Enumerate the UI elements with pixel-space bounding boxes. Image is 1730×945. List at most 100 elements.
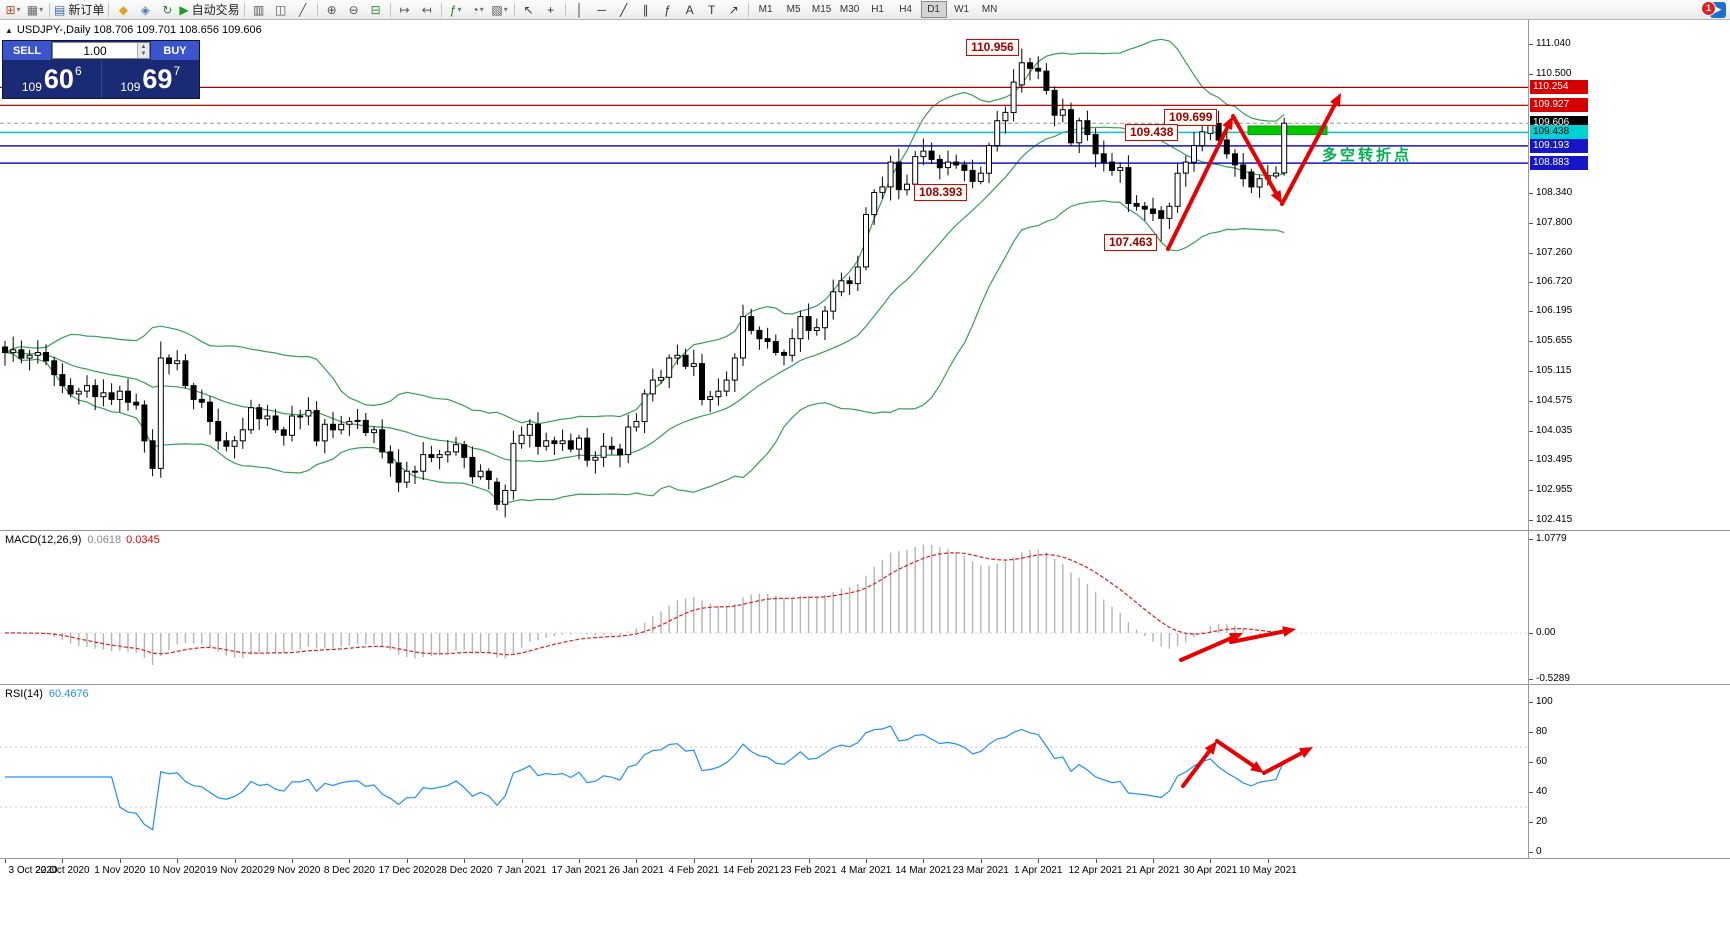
- vertical-line-button[interactable]: │: [570, 2, 590, 18]
- auto-scroll-icon: ↦: [399, 2, 410, 17]
- horizontal-lines[interactable]: [0, 86, 1528, 164]
- new-chart-button[interactable]: ⊞ ▾: [3, 2, 23, 18]
- trend-arrow[interactable]: [1262, 747, 1313, 775]
- price-annotation-box[interactable]: 110.956: [966, 39, 1019, 56]
- price-tag-110.254: 110.254: [1530, 80, 1588, 95]
- date-tick-mark: [808, 859, 810, 863]
- panel-separator-rsi[interactable]: [0, 684, 1730, 685]
- dropdown-arrow-icon[interactable]: ▾: [457, 4, 462, 14]
- label-button[interactable]: T: [702, 2, 722, 18]
- trend-arrow[interactable]: [1181, 741, 1217, 788]
- macd-panel-canvas[interactable]: [0, 530, 1528, 684]
- panel-separator-macd[interactable]: [0, 530, 1730, 531]
- notification-badge[interactable]: 1: [1701, 0, 1716, 16]
- axis-tick-mark: [1529, 679, 1533, 680]
- trend-arrow[interactable]: [1229, 626, 1296, 644]
- date-tick-mark: [521, 859, 523, 863]
- chart-shift-button[interactable]: ↤: [417, 2, 437, 18]
- channel-icon: ∥: [642, 2, 649, 17]
- volume-value: 1.00: [83, 43, 107, 58]
- zoom-out-button[interactable]: ⊖: [344, 2, 364, 18]
- horizontal-line-button[interactable]: ─: [592, 2, 612, 18]
- date-tick-mark: [177, 859, 179, 863]
- channel-button[interactable]: ∥: [636, 2, 656, 18]
- buy-button[interactable]: BUY: [151, 41, 199, 60]
- text-icon: A: [685, 2, 694, 17]
- axis-tick-mark: [1529, 633, 1533, 634]
- date-label: 10 May 2021: [1238, 865, 1297, 876]
- dropdown-arrow-icon[interactable]: ▾: [16, 4, 21, 14]
- autotrading-icon: ▶: [179, 2, 189, 17]
- trend-arrow[interactable]: [1179, 633, 1243, 662]
- timeframe-w1-button[interactable]: W1: [954, 4, 970, 15]
- buy-price[interactable]: 109 69 7: [100, 60, 200, 98]
- green-highlight-rect[interactable]: [1247, 125, 1328, 136]
- trendline-button[interactable]: ╱: [614, 2, 634, 18]
- new-order-button[interactable]: ▤ 新订单: [54, 2, 104, 18]
- dropdown-arrow-icon[interactable]: ▾: [479, 4, 484, 14]
- crosshair-button[interactable]: +: [541, 2, 561, 18]
- templates-button[interactable]: ▧ ▾: [490, 2, 510, 18]
- text-button[interactable]: A: [680, 2, 700, 18]
- volume-down-icon[interactable]: ▼: [138, 50, 149, 58]
- profiles-button[interactable]: ▦ ▾: [25, 2, 45, 18]
- price-axis[interactable]: 111.040 110.500 108.340 107.800 107.260 106.7…: [1528, 20, 1730, 880]
- tile-windows-button[interactable]: ⊟: [366, 2, 386, 18]
- sell-button[interactable]: SELL: [3, 41, 51, 60]
- price-annotation-box[interactable]: 107.463: [1104, 234, 1158, 251]
- macd-tick: 0.00: [1536, 627, 1556, 638]
- chart-candles-button[interactable]: ◫: [271, 2, 291, 18]
- zoom-in-button[interactable]: ⊕: [322, 2, 342, 18]
- autotrading-button[interactable]: ▶ 自动交易: [179, 2, 239, 18]
- toolbar-separator: [747, 2, 749, 17]
- turning-point-note[interactable]: 多空转折点: [1322, 147, 1413, 164]
- refresh-button[interactable]: ↻: [157, 2, 177, 18]
- volume-up-icon[interactable]: ▲: [138, 43, 149, 51]
- metaeditor-button[interactable]: ◈: [135, 2, 155, 18]
- sell-price[interactable]: 109 60 6: [21, 64, 82, 94]
- timeframe-mn-button[interactable]: MN: [981, 4, 998, 15]
- price-annotation-box[interactable]: 109.438: [1125, 124, 1179, 141]
- periods-button[interactable]: ◔ ▾: [468, 2, 488, 18]
- timeframe-h1-button[interactable]: H1: [871, 4, 884, 15]
- axis-tick-mark: [1529, 539, 1533, 541]
- zoom-in-icon: ⊕: [326, 2, 337, 17]
- price-tick: 103.495: [1536, 454, 1573, 466]
- rsi-panel-canvas[interactable]: [0, 684, 1528, 858]
- trend-arrow[interactable]: [1166, 116, 1233, 251]
- timeframe-m1-button[interactable]: M1: [758, 4, 773, 15]
- chart-bars-button[interactable]: ▥: [249, 2, 269, 18]
- cursor-button[interactable]: ↖: [519, 2, 539, 18]
- indicators-button[interactable]: ƒ ▾: [446, 2, 466, 18]
- price-annotation-box[interactable]: 108.393: [914, 184, 968, 201]
- arrows-tool-button[interactable]: ↗: [724, 2, 744, 18]
- price-tick: 106.195: [1536, 305, 1573, 317]
- axis-tick-mark: [1529, 193, 1533, 195]
- market-watch-button[interactable]: ◆: [113, 2, 133, 18]
- arrows-tool-icon: ↗: [728, 2, 739, 17]
- timeframe-m15-button[interactable]: M15: [811, 4, 832, 15]
- timeframe-m30-button[interactable]: M30: [839, 4, 860, 15]
- chart-shift-icon: ↤: [421, 2, 432, 17]
- timeframe-d1-button[interactable]: D1: [920, 1, 947, 18]
- date-axis[interactable]: 3 Oct 2020 22 Oct 2020 1 Nov 2020 10 Nov 20…: [0, 858, 1730, 883]
- dropdown-arrow-icon[interactable]: ▾: [503, 4, 508, 14]
- date-tick-mark: [292, 859, 293, 863]
- timeframe-m5-button[interactable]: M5: [786, 4, 801, 15]
- trend-arrow[interactable]: [1280, 93, 1341, 206]
- price-annotation-box[interactable]: 109.699: [1164, 109, 1218, 126]
- trend-arrow[interactable]: [1215, 739, 1264, 773]
- fibonacci-button[interactable]: ƒ: [658, 2, 678, 18]
- trend-arrow[interactable]: [1231, 114, 1282, 204]
- dropdown-arrow-icon[interactable]: ▾: [39, 4, 44, 14]
- price-chart-canvas[interactable]: [0, 20, 1528, 530]
- volume-field[interactable]: 1.00 ▲ ▼: [52, 42, 150, 59]
- auto-scroll-button[interactable]: ↦: [395, 2, 415, 18]
- indicators-icon: ƒ: [449, 2, 457, 17]
- date-tick-mark: [1210, 859, 1212, 863]
- volume-steppers[interactable]: ▲ ▼: [137, 43, 149, 58]
- timeframe-h4-button[interactable]: H4: [899, 4, 912, 15]
- axis-tick-mark: [1529, 490, 1533, 492]
- one-click-collapse-icon[interactable]: ▲: [5, 25, 13, 35]
- chart-line-button[interactable]: ╱: [293, 2, 313, 18]
